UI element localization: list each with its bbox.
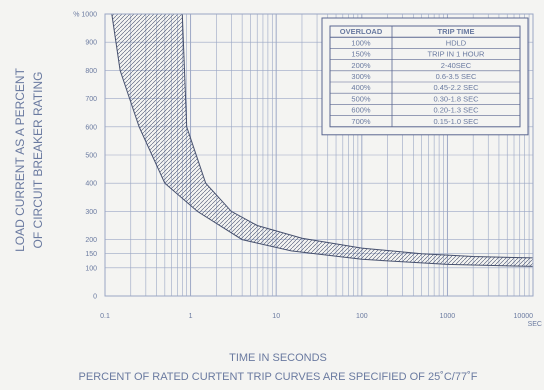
table-header-overload: OVERLOAD	[340, 27, 383, 36]
table-cell-overload: 600%	[351, 106, 371, 115]
x-tick-label: 10	[272, 313, 280, 320]
y-tick-label: % 1000	[73, 12, 97, 19]
overload-trip-table: OVERLOAD TRIP TIME 100% HDLD 150% TRIP IN 1 H…	[321, 17, 529, 136]
y-tick-label: 600	[85, 124, 97, 131]
y-tick-label: 900	[85, 40, 97, 47]
table-cell-trip-time: TRIP IN 1 HOUR	[428, 50, 486, 59]
plot-border	[104, 13, 534, 297]
x-tick-label: 0.1	[100, 313, 110, 320]
table-cell-trip-time: 0.15-1.0 SEC	[433, 117, 479, 126]
plot-frame	[104, 13, 534, 297]
y-tick-label: 500	[85, 153, 97, 160]
y-tick-label: 100	[85, 265, 97, 272]
trip-band-area	[111, 14, 533, 267]
trip-band-lower-line	[111, 14, 533, 267]
table-cell-trip-time: 0.20-1.3 SEC	[433, 106, 479, 115]
table-cell-overload: 150%	[351, 50, 371, 59]
table-cell-trip-time: 2-40SEC	[441, 61, 472, 70]
y-tick-label: 700	[85, 96, 97, 103]
x-tick-label: 1	[189, 313, 193, 320]
table-cell-trip-time: HDLD	[446, 38, 467, 47]
table-cell-trip-time: 0.30-1.8 SEC	[433, 94, 479, 103]
y-tick-label: 150	[85, 251, 97, 258]
table-cell-trip-time: 0.45-2.2 SEC	[433, 83, 479, 92]
y-axis-label-line-2: OF CIRCUIT BREAKER RATING	[31, 72, 45, 249]
trip-band-upper-line	[181, 14, 533, 259]
table-inner-frame	[329, 25, 521, 128]
y-tick-label: 200	[85, 237, 97, 244]
table-cell-overload: 700%	[351, 117, 371, 126]
y-axis-label-line-1: LOAD CURRENT AS A PERCENT	[13, 67, 27, 251]
table-cell-overload: 300%	[351, 72, 371, 81]
table-header-trip-time: TRIP TIME	[438, 27, 475, 36]
x-tick-label: 100	[356, 313, 368, 320]
trip-band	[111, 14, 533, 267]
y-axis-ticks: 0 100 150 200 300 400 500 600 700 800 900 % 1000	[73, 12, 97, 301]
table-cell-overload: 500%	[351, 94, 371, 103]
x-tick-label: 1000	[440, 313, 456, 320]
footnote: PERCENT OF RATED CURTENT TRIP CURVES ARE…	[79, 371, 478, 383]
table-cell-overload: 100%	[351, 38, 371, 47]
y-tick-label: 400	[85, 181, 97, 188]
y-tick-label: 0	[93, 294, 97, 301]
table-cell-trip-time: 0.6-3.5 SEC	[436, 72, 477, 81]
table-cell-overload: 200%	[351, 61, 371, 70]
y-tick-label: 800	[85, 68, 97, 75]
x-axis-label: TIME IN SECONDS	[229, 352, 327, 364]
y-tick-label: 300	[85, 209, 97, 216]
x-unit-label: SEC	[528, 321, 542, 328]
table-cell-overload: 400%	[351, 83, 371, 92]
x-tick-label: 10000	[514, 313, 534, 320]
